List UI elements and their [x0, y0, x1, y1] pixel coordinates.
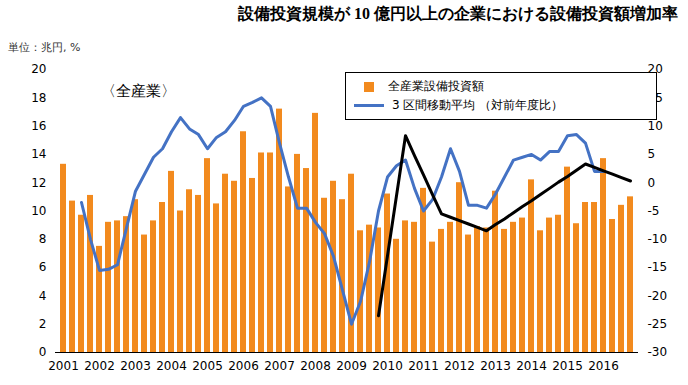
svg-text:2002: 2002: [84, 359, 115, 373]
svg-text:0: 0: [39, 345, 47, 359]
svg-text:2001: 2001: [48, 359, 79, 373]
html-text:単位：兆円, %: 単位：兆円, %: [8, 41, 81, 54]
svg-text:14: 14: [31, 147, 46, 161]
svg-text:2011: 2011: [408, 359, 439, 373]
html-text:設備投資規模が 10 億円以上の企業における設備投資額増加率: 設備投資規模が 10 億円以上の企業における設備投資額増加率: [238, 5, 678, 22]
svg-text:5: 5: [648, 147, 656, 161]
svg-text:2: 2: [39, 317, 47, 331]
svg-text:2009: 2009: [336, 359, 367, 373]
svg-text:-25: -25: [648, 317, 668, 331]
svg-text:4: 4: [39, 289, 47, 303]
html-text:全産業設備投資額: 全産業設備投資額: [388, 79, 484, 93]
svg-text:2004: 2004: [156, 359, 187, 373]
svg-text:16: 16: [31, 119, 46, 133]
svg-text:-5: -5: [648, 204, 660, 218]
svg-text:2016: 2016: [588, 359, 619, 373]
svg-text:-20: -20: [648, 289, 668, 303]
svg-text:6: 6: [39, 260, 47, 274]
svg-text:2010: 2010: [372, 359, 403, 373]
svg-text:20: 20: [31, 62, 46, 76]
svg-text:2007: 2007: [264, 359, 295, 373]
svg-text:2005: 2005: [192, 359, 223, 373]
svg-text:10: 10: [31, 204, 46, 218]
svg-text:2012: 2012: [444, 359, 475, 373]
svg-text:2013: 2013: [480, 359, 511, 373]
svg-text:-15: -15: [648, 260, 668, 274]
svg-text:12: 12: [31, 176, 46, 190]
svg-text:10: 10: [648, 119, 663, 133]
svg-text:0: 0: [648, 176, 656, 190]
svg-text:2006: 2006: [228, 359, 259, 373]
svg-text:-10: -10: [648, 232, 668, 246]
svg-text:8: 8: [39, 232, 47, 246]
svg-text:2008: 2008: [300, 359, 331, 373]
svg-text:-30: -30: [648, 345, 668, 359]
svg-text:〈全産業〉: 〈全産業〉: [101, 82, 176, 100]
html-text:3 区間移動平均 （対前年度比）: 3 区間移動平均 （対前年度比）: [392, 98, 564, 112]
svg-text:20: 20: [647, 62, 663, 77]
svg-text:2014: 2014: [516, 359, 547, 373]
svg-text:2015: 2015: [552, 359, 583, 373]
svg-text:2003: 2003: [120, 359, 151, 373]
svg-text:18: 18: [31, 91, 46, 105]
